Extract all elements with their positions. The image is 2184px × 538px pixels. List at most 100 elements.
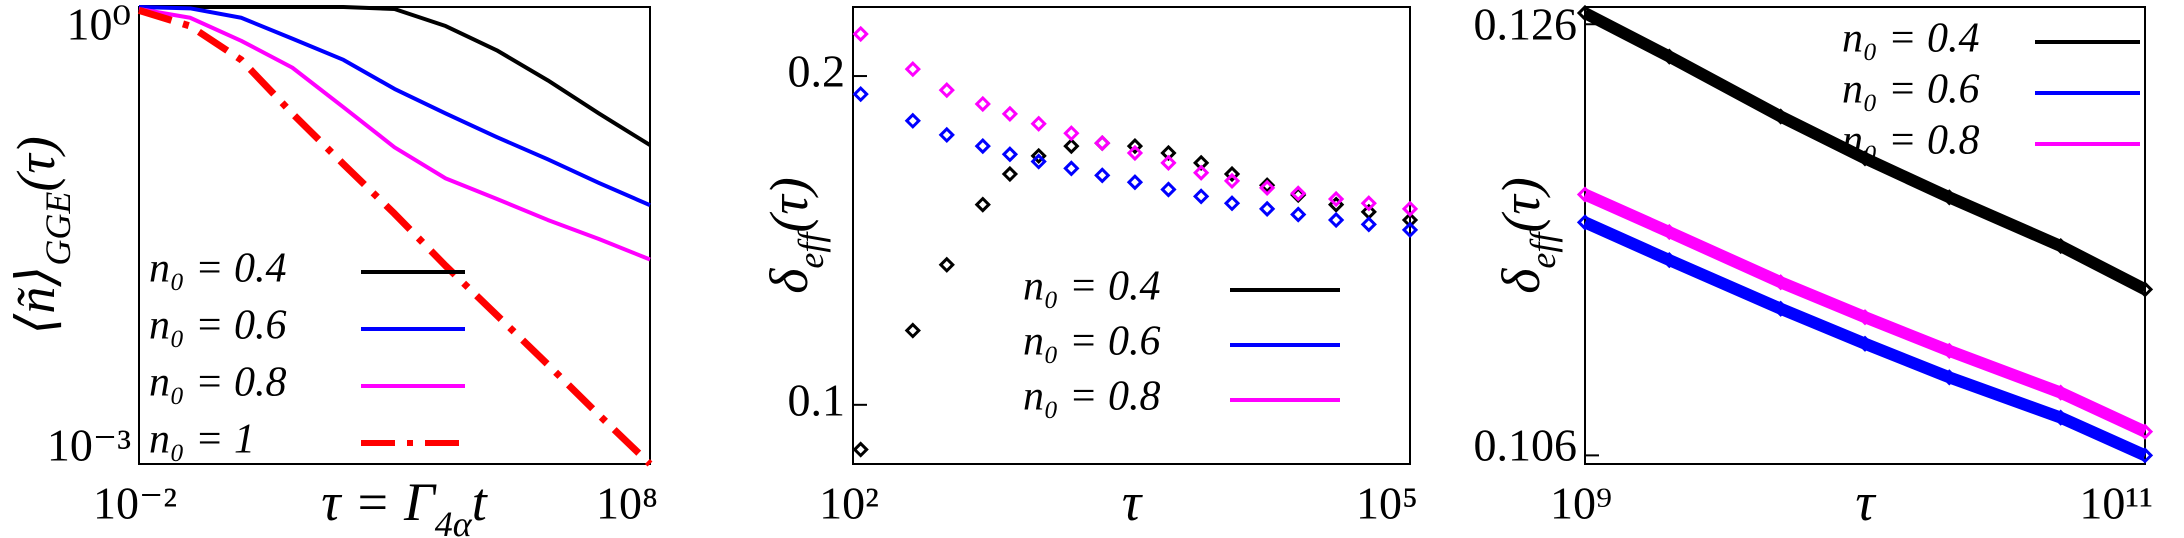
data-point — [1160, 154, 1177, 171]
data-point — [1360, 195, 1377, 212]
data-point — [1772, 300, 1789, 317]
data-point — [852, 86, 869, 103]
data-point — [1223, 172, 1241, 190]
y-axis-label-part: GGE — [38, 192, 78, 266]
data-point — [1223, 195, 1241, 212]
data-line — [137, 7, 653, 467]
legend-label: n₀ = 1 — [149, 417, 255, 463]
data-point — [938, 82, 955, 99]
data-point — [1661, 251, 1678, 269]
data-point — [1063, 160, 1080, 177]
data-point — [852, 25, 869, 43]
data-point — [1126, 144, 1144, 162]
data-point — [1941, 369, 1958, 386]
legend-label: n₀ = 0.8 — [1842, 118, 1979, 164]
data-point — [904, 322, 921, 339]
data-point — [2136, 423, 2154, 440]
x-tick-label: 10² — [819, 478, 879, 529]
x-axis-label-part: t — [472, 472, 489, 532]
data-point — [1772, 108, 1789, 125]
data-point — [1661, 223, 1678, 241]
data-point — [1290, 185, 1307, 202]
data-point — [974, 196, 991, 213]
data-line — [138, 7, 651, 262]
data-point — [1327, 211, 1345, 229]
data-point — [1258, 200, 1276, 217]
data-point — [1063, 125, 1080, 142]
data-point — [2052, 409, 2069, 426]
data-point — [1401, 221, 1419, 239]
y-axis-label-part: (τ) — [1491, 177, 1551, 232]
data-point — [1258, 179, 1276, 196]
y-axis-label: ⟨ñ⟩GGE(τ) — [6, 136, 78, 334]
data-line — [138, 5, 651, 208]
x-tick-label: 10¹¹ — [2079, 478, 2153, 529]
data-point — [1772, 274, 1789, 291]
plot-frame — [1584, 6, 2146, 465]
y-axis-label: δeff(τ) — [1491, 177, 1563, 293]
data-point — [904, 61, 921, 78]
data-point — [1160, 181, 1177, 198]
data-point — [1327, 190, 1345, 208]
data-point — [1193, 164, 1210, 181]
data-point — [1001, 105, 1019, 122]
y-tick-label: 0.1 — [788, 374, 846, 425]
legend-label: n₀ = 0.6 — [1842, 67, 1979, 113]
data-line — [139, 5, 652, 147]
data-point — [1193, 188, 1210, 205]
data-point — [1576, 214, 1594, 231]
y-axis-label-part: δ — [1491, 268, 1551, 294]
data-point — [2136, 447, 2154, 464]
data-point — [1001, 146, 1019, 163]
legend-label: n₀ = 0.6 — [1023, 319, 1160, 365]
data-point — [1856, 309, 1874, 326]
data-point — [1360, 216, 1377, 233]
data-point — [1193, 154, 1210, 171]
x-axis-label: τ = Γ4αt — [321, 472, 488, 538]
x-axis-label: τ — [1855, 472, 1876, 532]
y-axis-label-part: eff — [1523, 228, 1563, 269]
x-tick-label: 10⁻² — [93, 478, 177, 529]
data-point — [1126, 174, 1144, 191]
x-tick-label: 10⁹ — [1550, 478, 1612, 529]
y-axis-label: δeff(τ) — [759, 177, 831, 293]
y-tick-label: 0.2 — [788, 46, 846, 97]
data-point — [1290, 206, 1307, 223]
data-point — [2052, 384, 2069, 401]
y-axis-label-part: ⟨ñ⟩ — [6, 266, 66, 335]
data-point — [1001, 165, 1019, 183]
y-axis-label-part: (τ) — [6, 136, 66, 191]
data-point — [938, 256, 955, 273]
plot-frame — [138, 6, 651, 465]
x-axis-label: τ — [1122, 472, 1143, 532]
x-axis-label-part: τ — [1122, 472, 1143, 532]
y-tick-label: 10⁰ — [67, 0, 131, 50]
legend-label: n₀ = 0.4 — [149, 246, 286, 292]
data-point — [1941, 342, 1958, 359]
data-line — [1582, 189, 2148, 438]
data-point — [1030, 147, 1047, 165]
y-tick-label: 0.106 — [1474, 420, 1578, 471]
data-point — [974, 137, 991, 155]
data-point — [1856, 150, 1874, 167]
data-point — [2052, 237, 2069, 255]
data-point — [1063, 137, 1080, 155]
data-point — [1126, 137, 1144, 155]
x-tick-label: 10⁵ — [1356, 478, 1418, 529]
data-point — [1401, 200, 1419, 217]
x-axis-label-part: 4α — [435, 504, 473, 538]
x-axis-label-part: τ = Γ — [321, 472, 437, 532]
y-axis-label-part: (τ) — [759, 177, 819, 232]
legend-label: n₀ = 0.4 — [1023, 264, 1160, 310]
y-axis-label-part: δ — [759, 268, 819, 294]
data-point — [1856, 335, 1874, 352]
data-line — [1582, 7, 2148, 295]
data-point — [1223, 165, 1241, 183]
data-point — [974, 95, 991, 113]
data-point — [904, 112, 921, 129]
data-point — [2136, 281, 2154, 298]
x-axis-label-part: τ — [1855, 472, 1876, 532]
y-tick-label: 10⁻³ — [47, 420, 131, 471]
y-axis-label-part: eff — [791, 228, 831, 269]
data-point — [1661, 48, 1678, 65]
